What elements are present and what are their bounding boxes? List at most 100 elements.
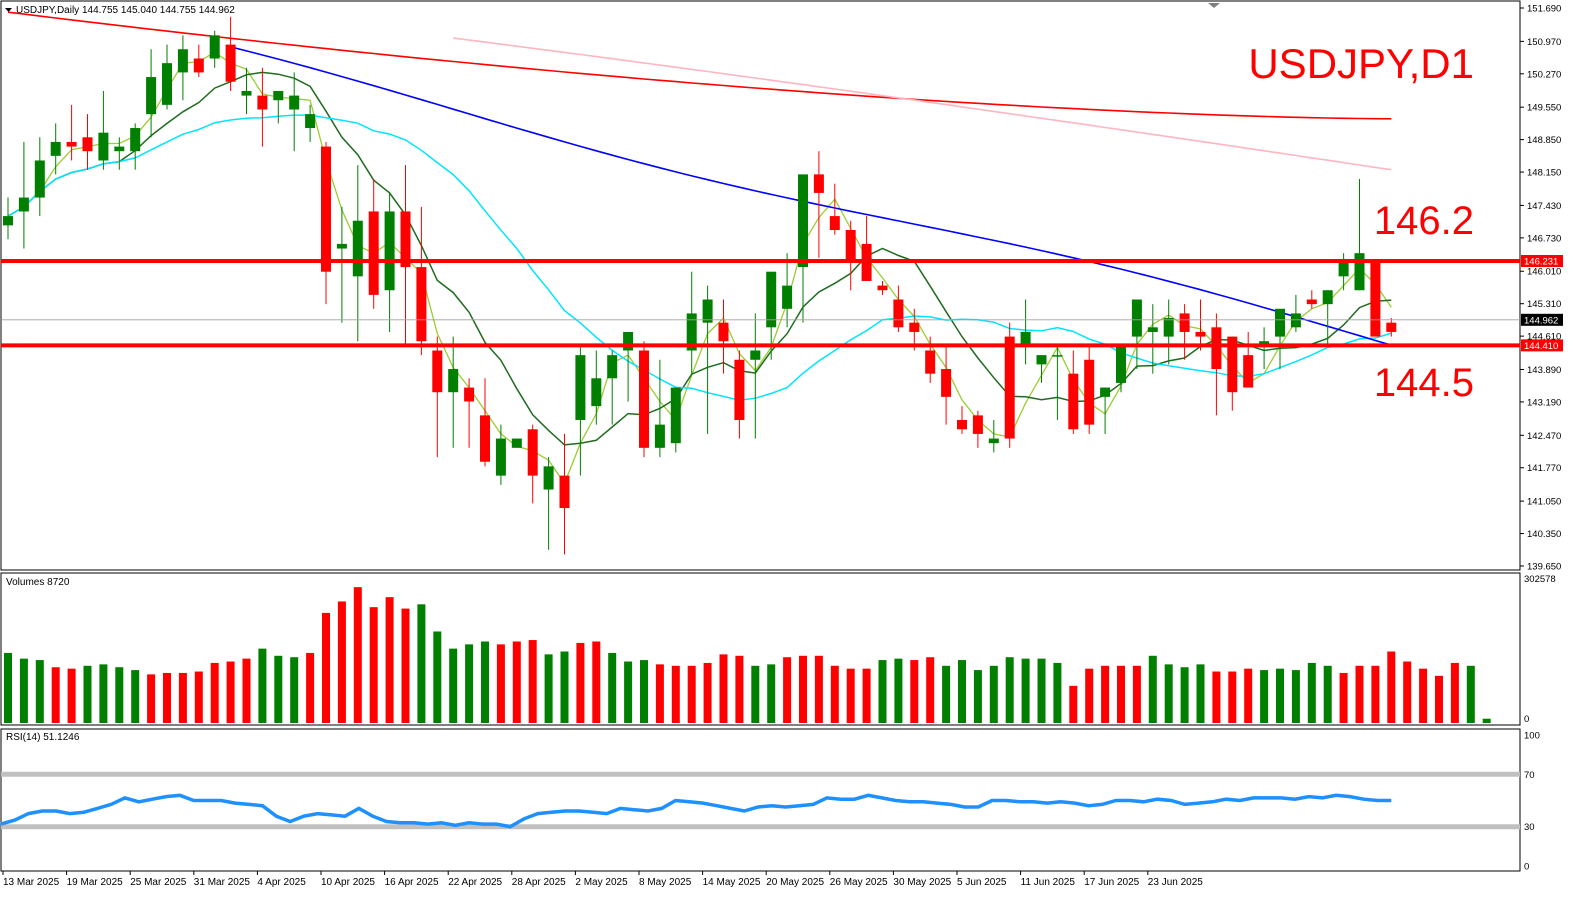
candle-body	[686, 313, 697, 351]
price-panel[interactable]	[0, 0, 1521, 571]
candle-body	[623, 331, 634, 351]
price-axis: 151.690 150.970 150.270 149.550 148.850 148.1…	[1520, 4, 1561, 573]
candle-body	[1338, 262, 1349, 277]
volume-bar	[290, 657, 299, 723]
candle-body	[336, 243, 347, 249]
price-tick-label: 148.150	[1527, 168, 1561, 179]
candle-body	[575, 355, 586, 421]
candle-body	[559, 475, 570, 509]
volume-bar	[1085, 668, 1094, 723]
rsi-panel[interactable]	[0, 728, 1521, 872]
volume-bar	[592, 641, 601, 723]
candle-body	[750, 350, 761, 360]
date-tick-label: 11 Jun 2025	[1021, 877, 1076, 888]
candle-body	[877, 285, 888, 291]
volume-bar	[258, 648, 267, 723]
volume-bar	[385, 597, 394, 723]
volume-bar	[703, 662, 712, 723]
price-tick-label: 149.550	[1527, 103, 1561, 114]
date-tick-label: 20 May 2025	[766, 877, 824, 888]
candle-body	[845, 229, 856, 263]
price-tick-label: 141.050	[1527, 497, 1561, 508]
candle-body	[909, 322, 920, 332]
candle-body	[495, 438, 506, 476]
volume-bar	[1196, 664, 1205, 723]
volume-bar	[242, 658, 251, 723]
volume-bar	[194, 671, 203, 723]
volume-bar	[1419, 668, 1428, 723]
volume-bar	[1371, 665, 1380, 723]
volume-bar	[783, 657, 792, 723]
candle-body	[368, 211, 379, 295]
volume-bar	[1117, 665, 1125, 723]
date-tick-label: 30 May 2025	[893, 877, 951, 888]
candle-body	[1084, 359, 1095, 425]
candle-body	[702, 299, 713, 323]
candle-body	[1131, 299, 1142, 337]
candle-body	[384, 211, 395, 291]
candle-body	[273, 90, 284, 101]
volume-bar	[1212, 671, 1221, 723]
candle-body	[352, 220, 363, 277]
current-price-tag: 144.962	[1524, 315, 1558, 326]
volume-bar	[958, 660, 966, 723]
volume-bar	[560, 651, 569, 723]
candle-body	[813, 174, 824, 193]
candle-body	[177, 49, 188, 73]
price-tick-label: 141.770	[1527, 463, 1561, 474]
candle-body	[1036, 355, 1047, 365]
volume-bar	[322, 612, 330, 723]
date-tick-label: 23 Jun 2025	[1148, 877, 1203, 888]
volume-bar	[1132, 665, 1141, 723]
candle-body	[941, 369, 952, 397]
candle-body	[1386, 322, 1397, 332]
candle-body	[130, 128, 141, 152]
ma-medium-line	[7, 71, 1392, 446]
volume-bar	[1005, 657, 1014, 723]
candle-body	[257, 95, 268, 110]
candle-body	[1322, 290, 1333, 305]
volume-bar	[1291, 670, 1300, 723]
candle-body	[718, 322, 729, 342]
candle-body	[511, 438, 522, 448]
volume-bar	[655, 664, 664, 723]
candle-body	[464, 387, 475, 402]
volume-bar	[337, 601, 346, 723]
shift-marker-icon[interactable]	[1208, 3, 1220, 8]
volume-bar	[481, 641, 489, 723]
volume-bar	[640, 660, 648, 723]
rsi-tick-label: 70	[1524, 770, 1535, 781]
ma-50-line	[230, 46, 1392, 346]
candle-body	[1163, 318, 1174, 337]
candle-body	[957, 420, 967, 430]
price-tick-label: 144.610	[1527, 332, 1561, 343]
price-tick-label: 139.650	[1527, 562, 1561, 573]
volume-bar	[846, 668, 855, 723]
candle-body	[1116, 345, 1126, 383]
symbol-dropdown-icon[interactable]	[5, 8, 12, 12]
candle-body	[798, 174, 808, 268]
price-tick-label: 146.730	[1527, 233, 1561, 244]
candle-body	[82, 137, 93, 152]
candle-body	[1211, 327, 1222, 370]
volume-bar	[1323, 665, 1332, 723]
current-price-tag-bg	[1521, 313, 1563, 326]
moving-averages	[7, 11, 1392, 485]
volume-bar	[1260, 670, 1269, 723]
volume-bar	[1021, 658, 1030, 723]
volume-bars: 302578 0	[4, 574, 1556, 725]
candle-body	[1004, 336, 1015, 439]
candle-body	[1275, 308, 1285, 337]
date-tick-label: 8 May 2025	[639, 877, 692, 888]
candle-body	[893, 299, 904, 328]
candles	[3, 16, 1397, 555]
volume-bar	[274, 655, 283, 723]
volume-bar	[608, 652, 617, 723]
volume-bar	[528, 640, 537, 723]
candle-body	[925, 350, 936, 374]
symbol-info: USDJPY,Daily 144.755 145.040 144.755 144…	[16, 5, 235, 16]
candle-body	[480, 415, 490, 462]
volume-bar	[512, 641, 521, 723]
candle-body	[3, 216, 13, 226]
